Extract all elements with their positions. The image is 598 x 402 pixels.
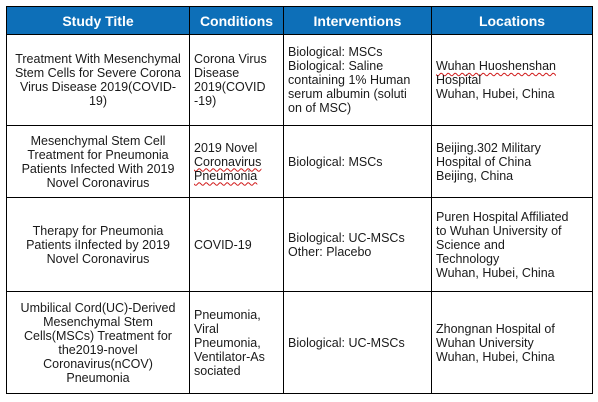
table-row: Mesenchymal Stem Cell Treatment for Pneu… bbox=[6, 125, 593, 198]
header-interventions: Interventions bbox=[283, 6, 432, 35]
conditions-cell: Pneumonia, Viral Pneumonia, Ventilator-A… bbox=[189, 291, 284, 394]
locations-line: Wuhan University bbox=[436, 335, 534, 350]
locations-line: Hospital of China bbox=[436, 154, 532, 169]
interventions-line: Biological: MSCs bbox=[288, 154, 383, 169]
header-study-title: Study Title bbox=[6, 6, 190, 35]
interventions-cell: Biological: UC-MSCs Other: Placebo bbox=[283, 197, 432, 292]
interventions-cell: Biological: MSCs bbox=[283, 125, 432, 198]
conditions-line: 2019(COVID bbox=[194, 80, 266, 94]
table-row: Umbilical Cord(UC)-Derived Mesenchymal S… bbox=[6, 291, 593, 394]
interventions-line: Biological: UC-MSCs bbox=[288, 335, 405, 350]
study-title-cell: Umbilical Cord(UC)-Derived Mesenchymal S… bbox=[6, 291, 190, 394]
locations-cell: Wuhan Huoshenshan Hospital Wuhan, Hubei,… bbox=[431, 34, 593, 126]
interventions-line: Biological: MSCs bbox=[288, 45, 383, 59]
table-row: Therapy for Pneumonia Patients iInfected… bbox=[6, 197, 593, 292]
study-title-cell: Therapy for Pneumonia Patients iInfected… bbox=[6, 197, 190, 292]
locations-line: Wuhan Huoshenshan bbox=[436, 59, 556, 73]
interventions-line: on of MSC) bbox=[288, 101, 352, 115]
conditions-line: Pneumonia, bbox=[194, 307, 261, 322]
conditions-line: Coronavirus bbox=[194, 154, 262, 169]
locations-line: Wuhan, Hubei, China bbox=[436, 265, 555, 280]
conditions-cell: 2019 Novel Coronavirus Pneumonia bbox=[189, 125, 284, 198]
interventions-cell: Biological: MSCs Biological: Saline cont… bbox=[283, 34, 432, 126]
conditions-line: Ventilator-As bbox=[194, 349, 265, 364]
locations-cell: Puren Hospital Affiliated to Wuhan Unive… bbox=[431, 197, 593, 292]
locations-line: Science and bbox=[436, 237, 505, 252]
locations-line: Hospital bbox=[436, 73, 482, 87]
conditions-line: Viral bbox=[194, 321, 219, 336]
conditions-line: Disease bbox=[194, 66, 240, 80]
conditions-line: 2019 Novel bbox=[194, 140, 258, 155]
interventions-line: Biological: Saline bbox=[288, 59, 384, 73]
locations-cell: Beijing.302 Military Hospital of China B… bbox=[431, 125, 593, 198]
interventions-line: containing 1% Human bbox=[288, 73, 411, 87]
conditions-cell: Corona Virus Disease 2019(COVID -19) bbox=[189, 34, 284, 126]
conditions-line: Corona Virus bbox=[194, 52, 267, 66]
study-title-cell: Treatment With Mesenchymal Stem Cells fo… bbox=[6, 34, 190, 126]
header-conditions: Conditions bbox=[189, 6, 284, 35]
interventions-cell: Biological: UC-MSCs bbox=[283, 291, 432, 394]
locations-line: Technology bbox=[436, 251, 500, 266]
interventions-line: serum albumin (soluti bbox=[288, 87, 407, 101]
studies-table: Study Title Conditions Interventions Loc… bbox=[6, 6, 593, 394]
study-title-cell: Mesenchymal Stem Cell Treatment for Pneu… bbox=[6, 125, 190, 198]
interventions-line: Other: Placebo bbox=[288, 244, 372, 259]
locations-line: Beijing.302 Military bbox=[436, 140, 541, 155]
locations-line: Wuhan, Hubei, China bbox=[436, 349, 555, 364]
locations-line: Wuhan, Hubei, China bbox=[436, 87, 555, 101]
conditions-line: COVID-19 bbox=[194, 237, 252, 252]
conditions-line: -19) bbox=[194, 94, 217, 108]
table-row: Treatment With Mesenchymal Stem Cells fo… bbox=[6, 34, 593, 126]
header-row: Study Title Conditions Interventions Loc… bbox=[6, 6, 593, 35]
header-locations: Locations bbox=[431, 6, 593, 35]
conditions-line: Pneumonia, bbox=[194, 335, 261, 350]
locations-line: Zhongnan Hospital of bbox=[436, 321, 555, 336]
conditions-line: sociated bbox=[194, 363, 241, 378]
interventions-line: Biological: UC-MSCs bbox=[288, 230, 405, 245]
locations-line: Puren Hospital Affiliated bbox=[436, 209, 569, 224]
conditions-line: Pneumonia bbox=[194, 168, 258, 183]
locations-line: Beijing, China bbox=[436, 168, 514, 183]
locations-line: to Wuhan University of bbox=[436, 223, 562, 238]
conditions-cell: COVID-19 bbox=[189, 197, 284, 292]
locations-cell: Zhongnan Hospital of Wuhan University Wu… bbox=[431, 291, 593, 394]
